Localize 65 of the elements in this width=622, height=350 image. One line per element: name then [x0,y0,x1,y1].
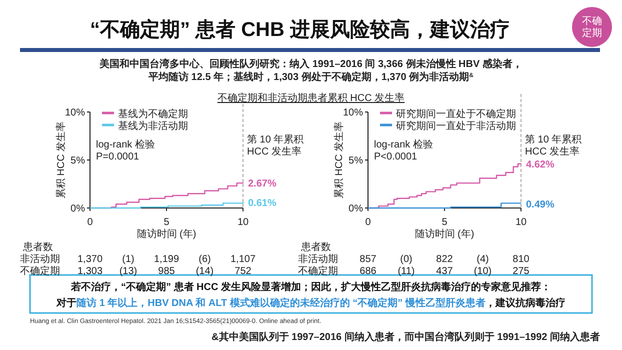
text: 若不治疗，“不确定期” 患者 HCC 发生风险显著增加；因此，扩大慢性乙型肝炎抗病毒治疗的专家意见推荐： [70,281,551,293]
x-tick-label: 0 [87,217,94,228]
text: 1,107 [230,254,256,265]
data-label: 0.61% [248,198,276,210]
text: 对于 [56,297,77,309]
text: (11) [398,266,415,277]
y-tick-label: 10% [64,108,86,118]
text: (6) [198,254,211,265]
text: (14) [196,266,214,277]
text: 随访 1 年以上，HBV DNA 和 ALT 模式难以确定的未经治疗的 “不确定期” 慢性乙型肝炎患者 [76,297,486,309]
legend-label: 研究期间一直处于不确定期 [396,108,516,120]
text: 985 [158,266,176,277]
text: 美国和中国台湾多中心、回顾性队列研究：纳入 1991–2016 间 3,366 例未治慢性 HBV 感染者， [98,58,522,70]
text: 患者数 [22,241,53,253]
ref-line-label: 第 10 年累积 HCC 发生率 [247,134,304,158]
y-axis-title: 累积 HCC 发生率 [55,121,67,199]
text: 不确 [582,16,602,27]
data-label: 2.67% [248,178,276,190]
text: 非活动期 [298,253,338,265]
legend-label: 基线为不确定期 [118,108,188,120]
text: 752 [234,266,252,277]
x-axis-title: 随访时间 (年) [414,228,474,240]
text: 非活动期 [20,253,60,265]
text: &其中美国队列于 1997–2016 间纳入患者，而中国台湾队列则于 1991–1992 间纳入患者 [212,331,600,343]
y-tick-label: 5% [70,156,86,166]
text: 1,199 [154,254,180,265]
x-tick-label: 0 [365,217,372,228]
text: (4) [476,254,489,265]
text: 平均随访 12.5 年；基线时，1,303 例处于不确定期，1,370 例为非活动期$^{&}$ [148,71,474,83]
ref-line-label: 第 10 年累积 HCC 发生率 [525,134,582,158]
text: (0) [400,254,412,265]
text: 患者数 [300,241,331,253]
text: (10) [474,266,492,277]
legend-label: 研究期间一直处于非活动期 [396,120,516,132]
text: 不确定期和非活动期患者累积 HCC 发生率 [217,92,405,104]
y-tick-label: 0% [70,204,86,214]
x-axis-title: 随访时间 (年) [136,228,196,240]
text: “不确定期” 患者 CHB 进展风险较高，建议治疗 [90,18,510,41]
text: 857 [360,254,377,265]
text: 不确定期 [298,265,338,277]
text: (13) [119,266,138,277]
text: 686 [360,266,377,277]
y-tick-label: 0% [348,204,364,214]
text: ，建议抗病毒治疗 [485,297,566,309]
x-tick-label: 5 [164,217,170,228]
y-tick-label: 10% [342,108,364,118]
legend-label: 基线为非活动期 [118,120,188,132]
text: 1,370 [77,254,103,265]
text: 不确定期 [20,265,60,277]
text: 275 [512,266,530,277]
annotation: log-rank 检验 P<0.0001 [374,138,433,163]
data-label: 0.49% [526,199,554,210]
y-axis-title: 累积 HCC 发生率 [333,121,345,199]
text: 810 [512,254,530,265]
text: 822 [436,254,454,265]
text: 定期 [582,27,602,39]
y-tick-label: 5% [348,156,364,166]
x-tick-label: 10 [237,217,249,228]
data-label: 4.62% [526,160,554,171]
text: (1) [122,254,134,265]
text: 1,303 [77,266,103,277]
annotation: log-rank 检验 P=0.0001 [96,138,155,163]
text: 437 [436,266,454,277]
x-tick-label: 10 [515,217,527,228]
x-tick-label: 5 [442,217,448,228]
